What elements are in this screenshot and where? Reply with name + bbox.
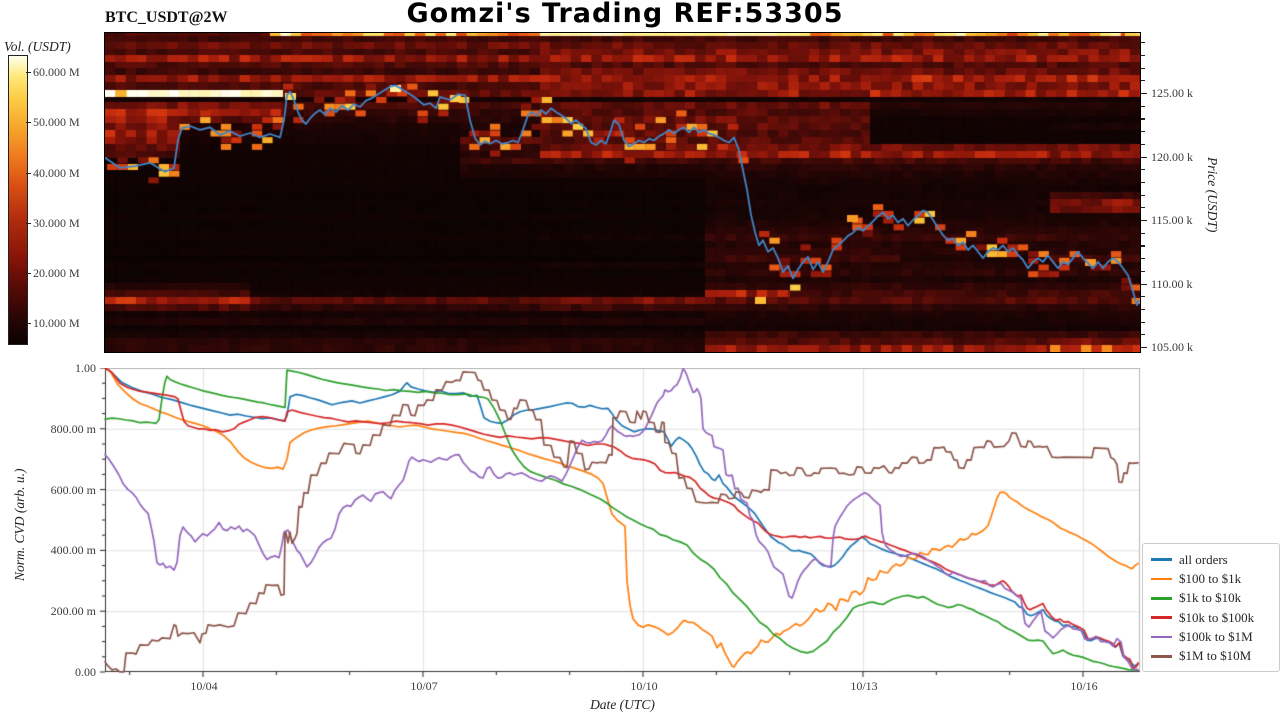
price-tick [1141, 258, 1145, 260]
colorbar-tick [26, 72, 31, 74]
legend-item[interactable]: $1k to $10k [1151, 590, 1273, 607]
colorbar-tick [26, 122, 31, 124]
legend-swatch [1151, 558, 1172, 561]
price-tick [1141, 181, 1145, 184]
legend-item[interactable]: $100k to $1M [1151, 629, 1273, 646]
legend-label: $1k to $10k [1179, 590, 1242, 606]
colorbar-tick-label: 10.000 M [33, 316, 80, 331]
price-tick [1141, 54, 1145, 57]
cvd-ytick-label: 600.00 m [50, 482, 96, 497]
price-tick [1141, 93, 1147, 95]
price-tick [1141, 143, 1145, 145]
colorbar [8, 55, 28, 345]
colorbar-tick [26, 172, 31, 174]
legend-swatch [1151, 577, 1172, 581]
cvd-xtick-label: 10/04 [190, 679, 218, 693]
legend-label: $1M to $10M [1179, 648, 1252, 664]
price-tick [1141, 232, 1145, 234]
cvd-xtick-label: 10/10 [630, 679, 658, 693]
colorbar-tick-label: 60.000 M [33, 65, 80, 79]
cvd-ytick-label: 1.00 [75, 361, 96, 375]
date-axis-title: Date (UTC) [590, 697, 655, 712]
colorbar-tick-label: 50.000 M [33, 115, 80, 130]
price-axis-title: Price (USDT) [1205, 157, 1220, 233]
colorbar-tick [26, 323, 31, 325]
cvd-ytick-label: 0.00 [75, 665, 96, 679]
price-tick [1141, 308, 1145, 311]
price-tick [1141, 220, 1147, 222]
legend-item[interactable]: $1M to $10M [1151, 648, 1273, 665]
price-tick [1141, 105, 1145, 107]
colorbar-tick-label: 40.000 M [33, 165, 80, 180]
colorbar-tick [26, 222, 31, 224]
colorbar-tick [26, 273, 31, 275]
colorbar-tick-label: 20.000 M [33, 266, 80, 280]
price-tick [1141, 42, 1145, 44]
price-tick [1141, 347, 1147, 349]
legend-item[interactable]: $100 to $1k [1151, 570, 1273, 587]
price-tick [1141, 131, 1145, 133]
price-tick [1141, 118, 1145, 120]
price-tick [1141, 321, 1145, 323]
price-tick [1141, 270, 1145, 272]
legend-swatch [1151, 596, 1172, 600]
cvd-ytick-label: 400.00 m [50, 543, 96, 558]
price-tick [1141, 207, 1145, 209]
legend-item[interactable]: all orders [1151, 551, 1273, 568]
price-tick [1141, 194, 1145, 196]
legend-label: $100k to $1M [1179, 629, 1253, 645]
cvd-xtick-label: 10/16 [1070, 679, 1098, 693]
cvd-xtick-label: 10/07 [410, 679, 438, 693]
price-tick [1141, 296, 1145, 298]
cvd-axis-title: Norm. CVD (arb. u.) [12, 468, 27, 582]
legend[interactable]: all orders $100 to $1k $1k to $10k $10k to … [1142, 543, 1280, 672]
price-tick-label: 105.00 k [1151, 340, 1193, 354]
price-tick [1141, 156, 1147, 158]
colorbar-title: Vol. (USDT) [4, 39, 71, 54]
colorbar-tick-label: 30.000 M [33, 215, 80, 230]
price-tick-label: 125.00 k [1151, 86, 1193, 100]
price-tick-label: 110.00 k [1151, 276, 1193, 291]
legend-item[interactable]: $10k to $100k [1151, 609, 1273, 626]
cvd-ytick-label: 200.00 m [50, 604, 96, 619]
legend-label: all orders [1179, 551, 1228, 567]
cvd-ytick-label: 800.00 m [50, 421, 96, 436]
page-title: Gomzi's Trading REF:53305 [406, 0, 844, 29]
cvd-chart-canvas[interactable] [97, 368, 1148, 680]
price-tick [1141, 245, 1145, 247]
legend-swatch [1151, 616, 1172, 619]
legend-swatch [1151, 655, 1172, 658]
heatmap-canvas[interactable] [105, 33, 1140, 352]
price-tick [1141, 334, 1145, 336]
price-tick-label: 115.00 k [1151, 213, 1193, 227]
symbol-label: BTC_USDT@2W [105, 9, 228, 26]
price-tick [1141, 80, 1145, 82]
cvd-xtick-label: 10/13 [850, 679, 878, 693]
legend-swatch [1151, 635, 1172, 639]
price-tick [1141, 67, 1145, 69]
legend-label: $100 to $1k [1179, 570, 1242, 586]
legend-label: $10k to $100k [1179, 609, 1255, 625]
price-tick [1141, 283, 1147, 285]
price-tick [1141, 169, 1145, 171]
price-tick-label: 120.00 k [1151, 149, 1193, 164]
